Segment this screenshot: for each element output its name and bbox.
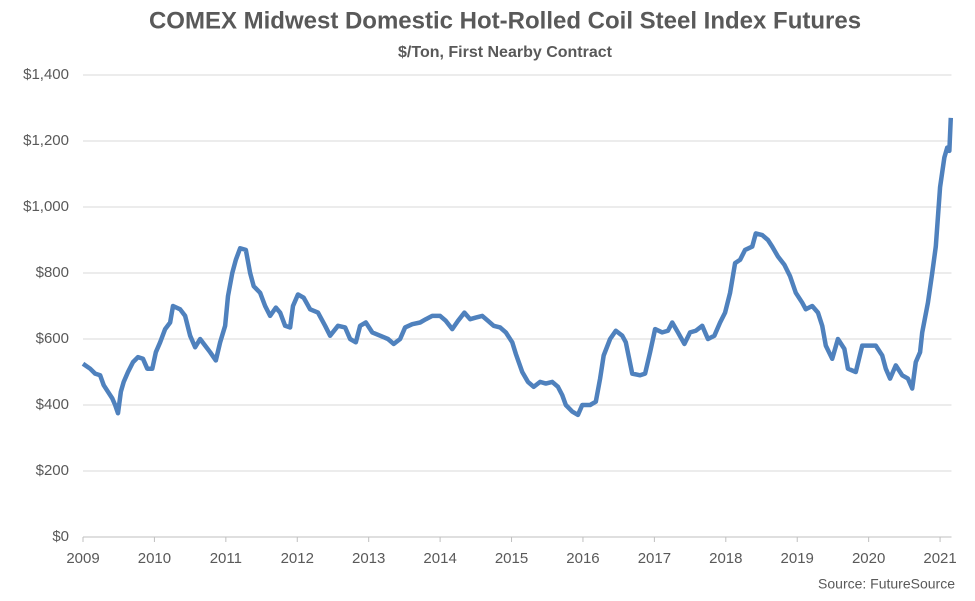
- x-tick-label: 2013: [352, 550, 385, 567]
- x-tick-label: 2016: [566, 550, 599, 567]
- y-tick-label: $1,400: [23, 66, 69, 83]
- x-tick-label: 2012: [281, 550, 314, 567]
- x-tick-label: 2009: [66, 550, 99, 567]
- x-tick-label: 2019: [781, 550, 814, 567]
- x-tick-label: 2015: [495, 550, 528, 567]
- source-note: Source: FutureSource: [818, 576, 955, 592]
- x-tick-label: 2021: [923, 550, 956, 567]
- x-tick-label: 2014: [423, 550, 456, 567]
- x-tick-label: 2020: [852, 550, 885, 567]
- x-tick-label: 2010: [138, 550, 171, 567]
- y-tick-label: $1,000: [23, 198, 69, 215]
- x-tick-label: 2011: [210, 550, 242, 567]
- y-tick-label: $200: [36, 462, 69, 479]
- data-line: [81, 117, 954, 418]
- y-tick-label: $600: [36, 330, 69, 347]
- x-tick-label: 2018: [709, 550, 742, 567]
- y-tick-label: $0: [52, 528, 69, 545]
- y-tick-label: $800: [36, 264, 69, 281]
- chart-title: COMEX Midwest Domestic Hot-Rolled Coil S…: [149, 7, 861, 34]
- x-tick-label: 2017: [638, 550, 671, 567]
- chart-subtitle: $/Ton, First Nearby Contract: [398, 44, 613, 61]
- y-tick-label: $400: [36, 396, 69, 413]
- y-tick-label: $1,200: [23, 132, 69, 149]
